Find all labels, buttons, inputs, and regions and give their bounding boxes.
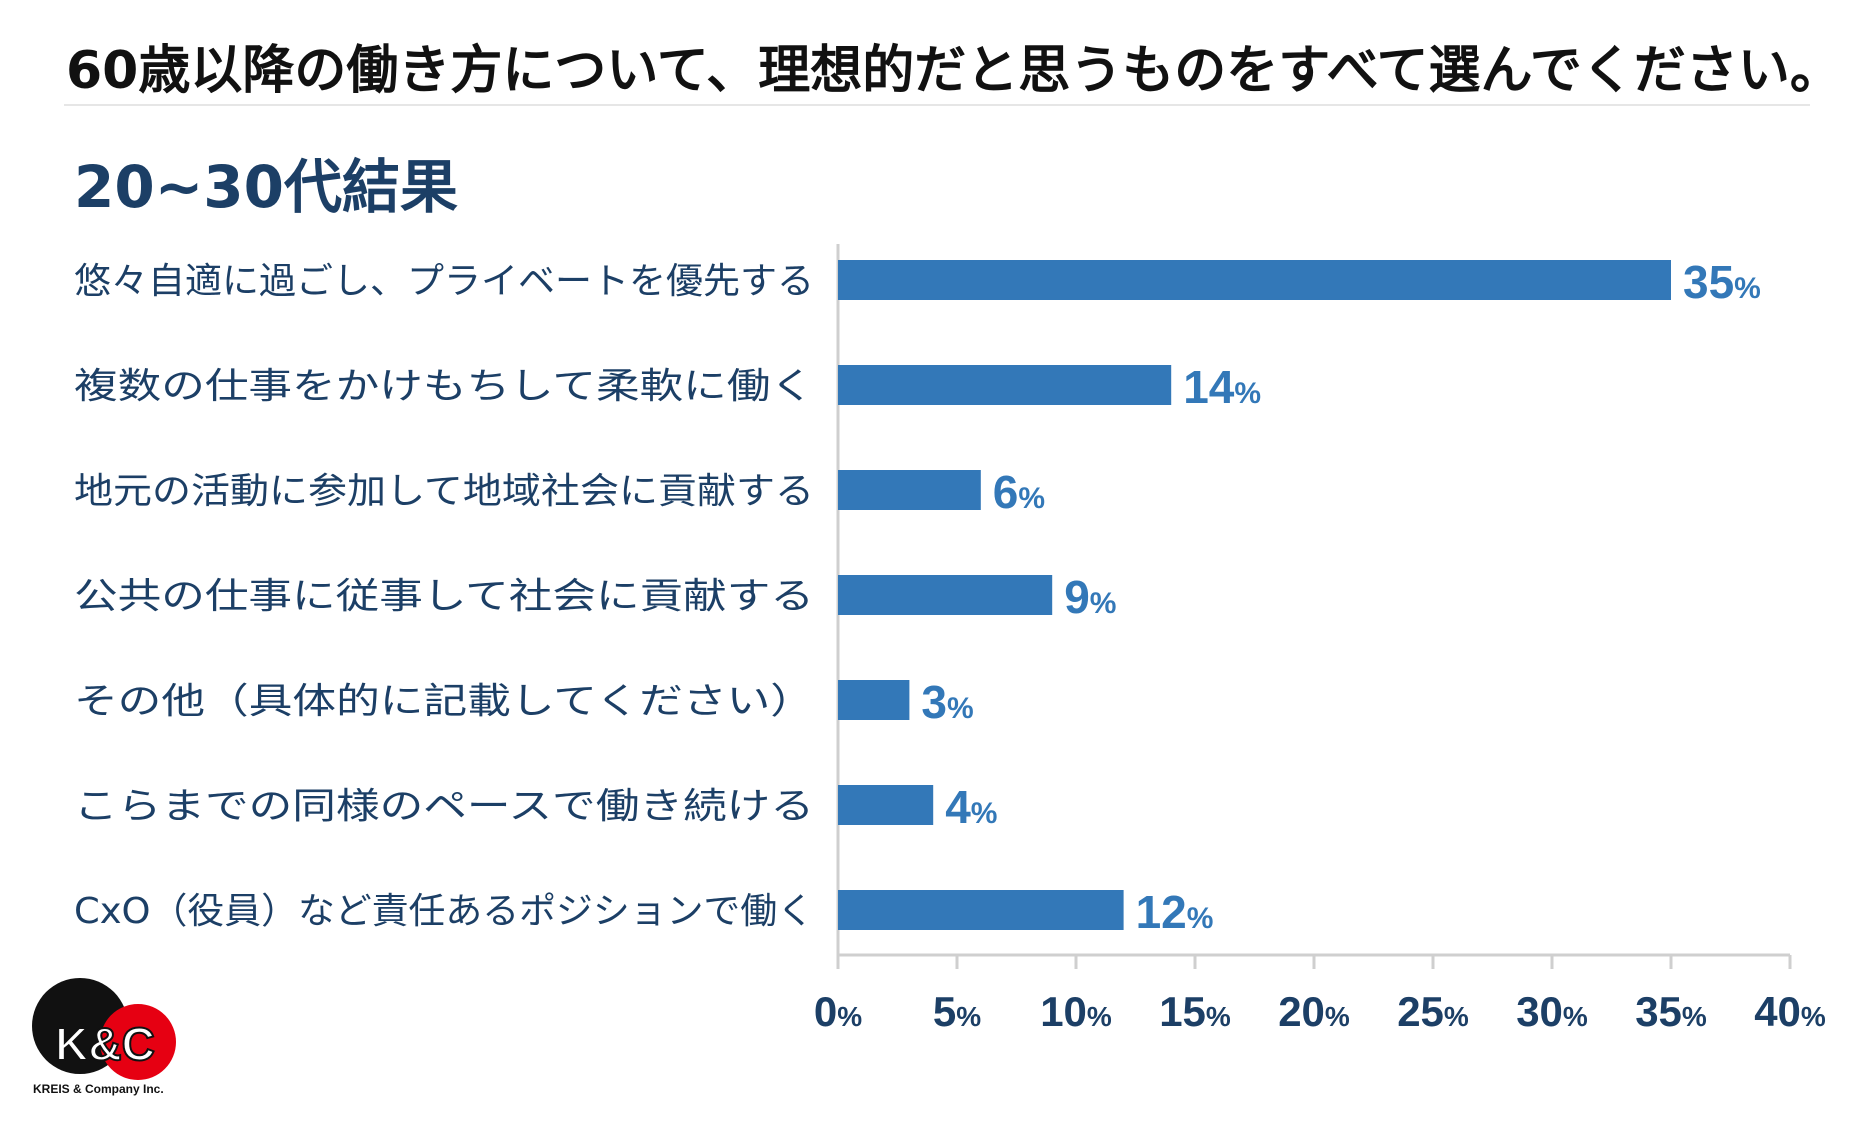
company-name: KREIS & Company Inc. [33,1082,164,1096]
x-tick-label-5: 25% [1397,988,1469,1035]
value-label-3: 9% [1064,571,1116,623]
bar-2 [838,470,981,510]
company-logo-icon: K&C [32,978,176,1080]
x-tick-label-7: 35% [1635,988,1707,1035]
value-label-4: 3% [921,676,973,728]
bar-5 [838,785,934,825]
x-tick-label-0: 0% [814,988,862,1035]
chart-title: 60歳以降の働き方について、理想的だと思うものをすべて選んでください。 [66,41,1842,101]
title-divider [64,104,1810,106]
chart-subtitle: 20~30代結果 [74,153,459,221]
x-tick-label-6: 30% [1516,988,1588,1035]
value-label-1: 14% [1183,361,1261,413]
x-tick-label-2: 10% [1040,988,1112,1035]
value-label-0: 35% [1683,256,1761,308]
x-tick-label-8: 40% [1754,988,1826,1035]
category-label-4: その他（具体的に記載してください） [74,681,814,722]
bar-0 [838,260,1671,300]
value-label-2: 6% [993,466,1045,518]
category-label-3: 公共の仕事に従事して社会に貢献する [74,576,814,617]
value-label-6: 12% [1136,886,1214,938]
x-tick-label-3: 15% [1159,988,1231,1035]
value-label-5: 4% [945,781,997,833]
bar-4 [838,680,910,720]
logo-mark: K&C [55,1018,155,1070]
category-label-6: CxO（役員）など責任あるポジションで働く [74,891,814,932]
category-label-1: 複数の仕事をかけもちして柔軟に働く [74,366,814,407]
category-label-2: 地元の活動に参加して地域社会に貢献する [74,471,814,512]
bar-3 [838,575,1053,615]
bar-1 [838,365,1172,405]
category-label-5: こらまでの同様のペースで働き続ける [74,786,814,827]
bar-6 [838,890,1124,930]
x-tick-label-4: 20% [1278,988,1350,1035]
x-tick-label-1: 5% [933,988,981,1035]
category-label-0: 悠々自適に過ごし、プライベートを優先する [74,261,814,302]
